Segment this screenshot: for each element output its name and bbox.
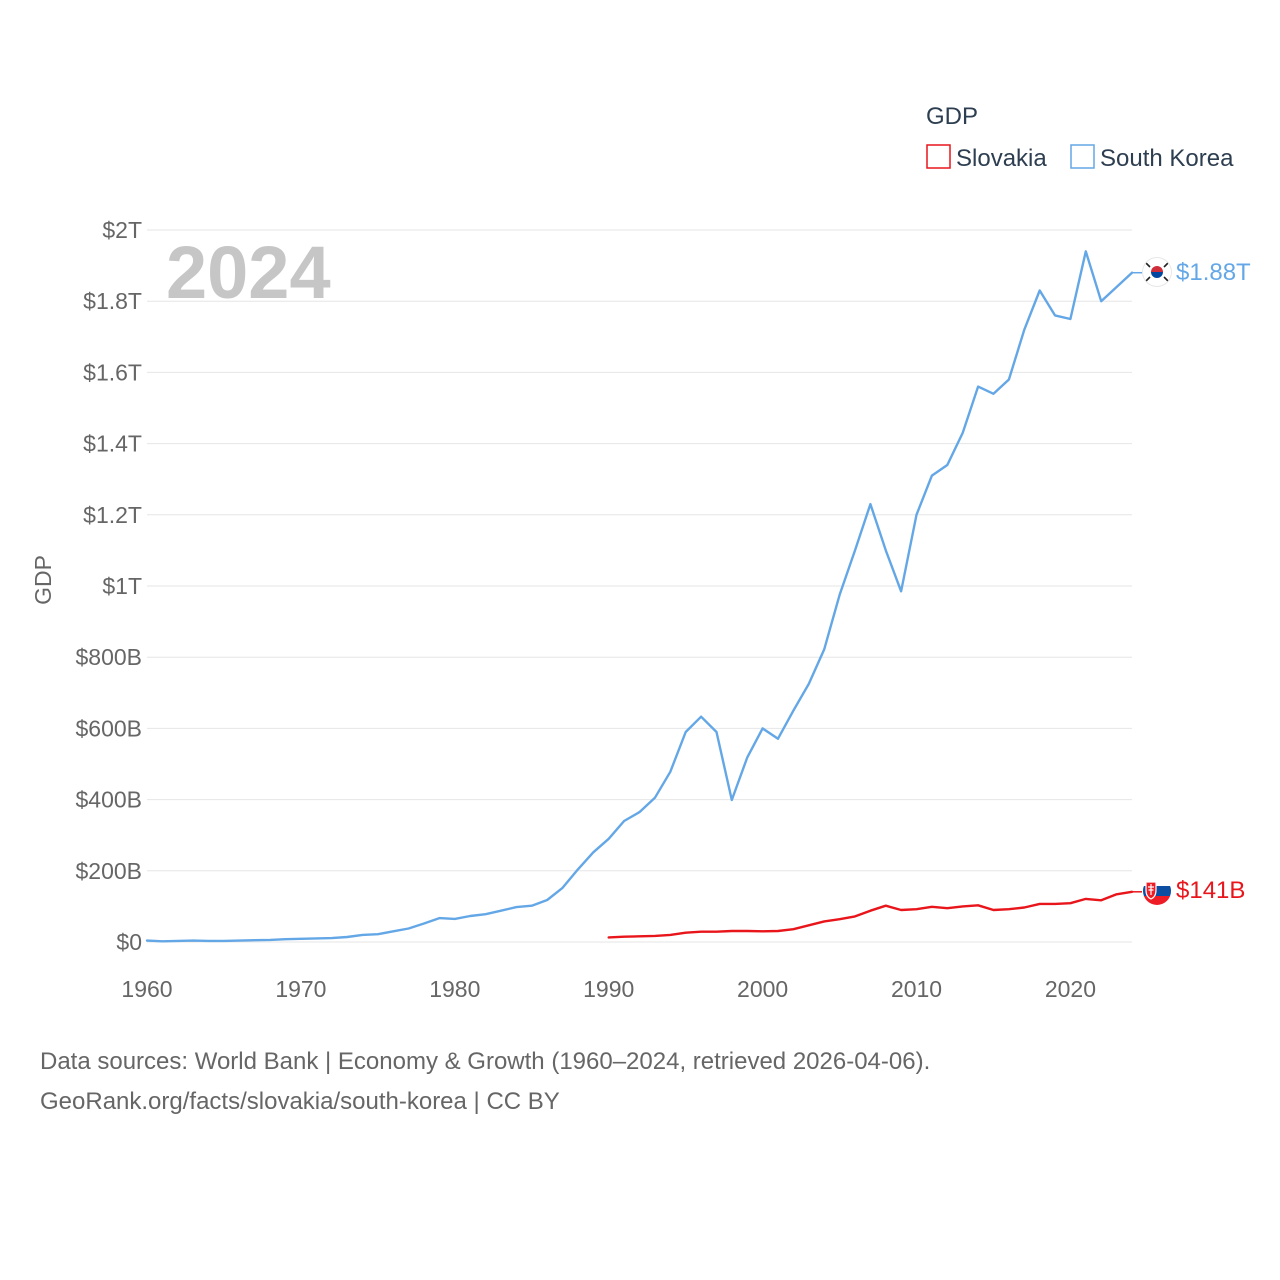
x-tick-label: 1960 [121,976,172,1002]
legend-label-south-korea: South Korea [1100,145,1234,172]
year-label: 2024 [166,231,331,314]
y-tick-label: $1.8T [83,288,142,314]
x-tick-label: 2010 [891,976,942,1002]
legend-item-slovakia[interactable]: Slovakia [926,144,1047,172]
legend-swatch-slovakia [926,144,951,169]
y-tick-label: $1.2T [83,502,142,528]
legend-item-south-korea[interactable]: South Korea [1070,144,1234,172]
legend-title: GDP [926,103,978,130]
legend: GDP Slovakia South Korea [926,103,1234,172]
series-line-slovakia [607,890,1134,939]
source-line-1: Data sources: World Bank | Economy & Gro… [40,1048,931,1075]
x-tick-label: 1980 [429,976,480,1002]
slovakia-flag-icon [1143,877,1171,905]
x-tick-label: 2000 [737,976,788,1002]
south-korea-flag-icon [1142,257,1172,287]
y-tick-label: $1.4T [83,431,142,457]
gridlines [147,229,1132,943]
x-tick-label: 1990 [583,976,634,1002]
series-line-south-korea [145,250,1134,943]
y-tick-label: $600B [75,715,142,741]
series-lines [145,250,1142,943]
x-tick-label: 1970 [275,976,326,1002]
source-line-2: GeoRank.org/facts/slovakia/south-korea |… [40,1088,560,1115]
y-axis: $0 $200B $400B $600B $800B $1T $1.2T $1.4T $1.6T… [75,217,142,955]
y-tick-label: $800B [75,644,142,670]
slovakia-end-value: $141B [1176,877,1245,904]
gdp-line-chart: $0 $200B $400B $600B $800B $1T $1.2T $1.4T $1.6T… [30,103,1251,1002]
y-tick-label: $400B [75,787,142,813]
y-axis-title: GDP [30,555,56,605]
data-source-footer: Data sources: World Bank | Economy & Gro… [40,1042,1240,1122]
y-tick-label: $0 [116,929,142,955]
y-tick-label: $1T [102,573,142,599]
y-tick-label: $2T [102,217,142,243]
x-axis: 1960 1970 1980 1990 2000 2010 2020 [121,976,1096,1002]
x-tick-label: 2020 [1045,976,1096,1002]
legend-label-slovakia: Slovakia [956,145,1047,172]
legend-swatch-south-korea [1070,144,1095,169]
south-korea-end-value: $1.88T [1176,259,1251,286]
y-tick-label: $200B [75,858,142,884]
y-tick-label: $1.6T [83,359,142,385]
